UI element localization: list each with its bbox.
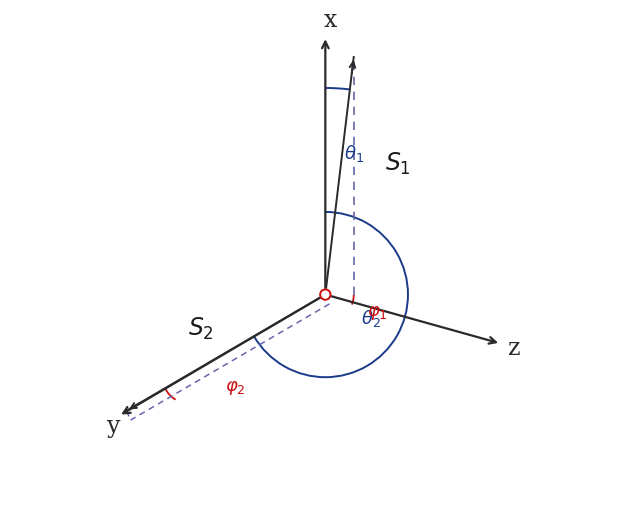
- Text: $S_2$: $S_2$: [188, 316, 214, 342]
- Text: $\varphi_1$: $\varphi_1$: [367, 304, 387, 322]
- Text: x: x: [324, 9, 337, 32]
- Text: $S_1$: $S_1$: [385, 151, 411, 177]
- Text: $\theta_2$: $\theta_2$: [361, 309, 381, 329]
- Text: z: z: [508, 337, 520, 360]
- Text: $\varphi_2$: $\varphi_2$: [225, 378, 245, 397]
- Circle shape: [320, 289, 331, 300]
- Text: y: y: [107, 415, 120, 438]
- Text: $\theta_1$: $\theta_1$: [343, 144, 364, 164]
